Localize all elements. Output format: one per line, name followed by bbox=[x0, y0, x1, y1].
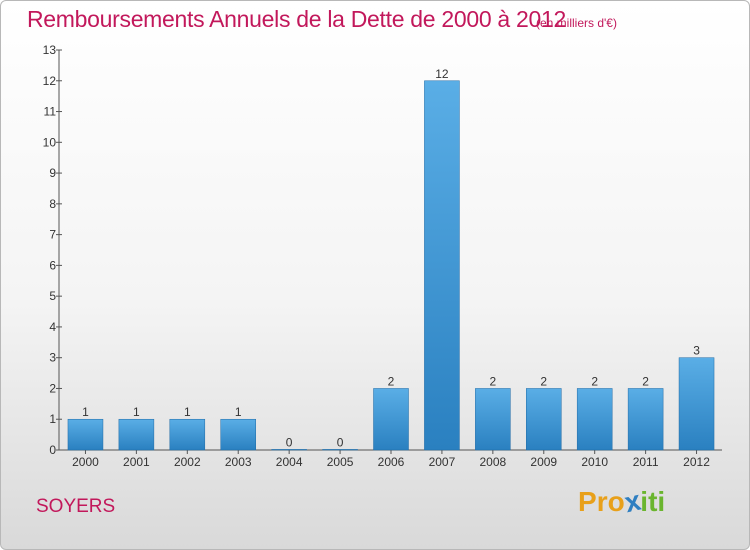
x-tick-label-2004: 2004 bbox=[276, 455, 303, 469]
x-tick-label-2000: 2000 bbox=[72, 455, 99, 469]
data-label-2000: 1 bbox=[82, 405, 89, 419]
x-tick-label-2009: 2009 bbox=[530, 455, 557, 469]
data-label-2011: 2 bbox=[642, 374, 649, 388]
logo-letter: i bbox=[657, 486, 666, 517]
y-tick-label-8: 8 bbox=[49, 197, 56, 211]
x-tick-label-2003: 2003 bbox=[225, 455, 252, 469]
x-tick-label-2006: 2006 bbox=[378, 455, 405, 469]
bar-2004 bbox=[271, 449, 307, 451]
bar-2012 bbox=[678, 357, 715, 451]
chart-bars bbox=[67, 80, 715, 451]
bar-2009 bbox=[526, 388, 562, 451]
data-label-2010: 2 bbox=[591, 374, 598, 388]
y-tick-label-5: 5 bbox=[49, 289, 56, 303]
data-label-2002: 1 bbox=[184, 405, 191, 419]
chart-unit: (en milliers d'€) bbox=[536, 16, 617, 30]
x-tick-label-2011: 2011 bbox=[633, 455, 659, 469]
y-tick-label-11: 11 bbox=[44, 105, 57, 119]
bar-2010 bbox=[576, 388, 613, 451]
y-tick-label-0: 0 bbox=[49, 443, 56, 457]
bar-2003 bbox=[220, 418, 256, 451]
bar-2002 bbox=[169, 418, 206, 451]
data-label-2004: 0 bbox=[286, 435, 293, 449]
data-label-2001: 1 bbox=[133, 405, 140, 419]
x-tick-label-2007: 2007 bbox=[429, 455, 456, 469]
logo-letter: o bbox=[607, 486, 625, 517]
x-tick-label-2001: 2001 bbox=[123, 455, 150, 469]
data-label-2005: 0 bbox=[337, 435, 344, 449]
y-tick-label-13: 13 bbox=[43, 43, 57, 57]
y-tick-label-2: 2 bbox=[49, 381, 56, 395]
chart-title: Remboursements Annuels de la Dette de 20… bbox=[27, 6, 566, 32]
bar-2000 bbox=[67, 418, 104, 451]
bar-2005 bbox=[322, 449, 358, 451]
y-tick-label-7: 7 bbox=[49, 228, 56, 242]
y-tick-label-6: 6 bbox=[49, 258, 56, 272]
bar-2006 bbox=[373, 388, 409, 451]
data-label-2012: 3 bbox=[693, 344, 700, 358]
x-tick-label-2005: 2005 bbox=[327, 455, 354, 469]
data-label-2003: 1 bbox=[235, 405, 242, 419]
x-tick-label-2012: 2012 bbox=[683, 455, 710, 469]
x-tick-label-2010: 2010 bbox=[581, 455, 608, 469]
logo-letter: t bbox=[648, 486, 658, 517]
commune-name: SOYERS bbox=[36, 496, 116, 517]
data-label-2006: 2 bbox=[388, 374, 395, 388]
data-label-2008: 2 bbox=[490, 374, 497, 388]
y-tick-label-4: 4 bbox=[49, 320, 56, 334]
y-tick-label-3: 3 bbox=[49, 351, 56, 365]
x-tick-label-2002: 2002 bbox=[174, 455, 201, 469]
y-tick-label-1: 1 bbox=[49, 412, 56, 426]
chart-labels: 1 2000 1 2001 1 2002 1 2003 0 2004 0 2005 2 2006 12 200… bbox=[72, 67, 710, 469]
logo-letter: P bbox=[578, 486, 597, 517]
logo-letter: r bbox=[596, 486, 608, 517]
logo-letter: i bbox=[640, 486, 649, 517]
data-label-2009: 2 bbox=[540, 374, 547, 388]
y-tick-label-9: 9 bbox=[49, 166, 56, 180]
bar-2008 bbox=[475, 388, 511, 451]
y-tick-label-10: 10 bbox=[43, 135, 57, 149]
data-label-2007: 12 bbox=[435, 67, 449, 81]
bar-2007 bbox=[424, 80, 460, 451]
proxiti-logo: Proxiti bbox=[578, 485, 666, 519]
y-tick-label-12: 12 bbox=[43, 74, 57, 88]
bar-2011 bbox=[627, 388, 664, 451]
bar-2001 bbox=[118, 418, 155, 451]
x-tick-label-2008: 2008 bbox=[479, 455, 506, 469]
